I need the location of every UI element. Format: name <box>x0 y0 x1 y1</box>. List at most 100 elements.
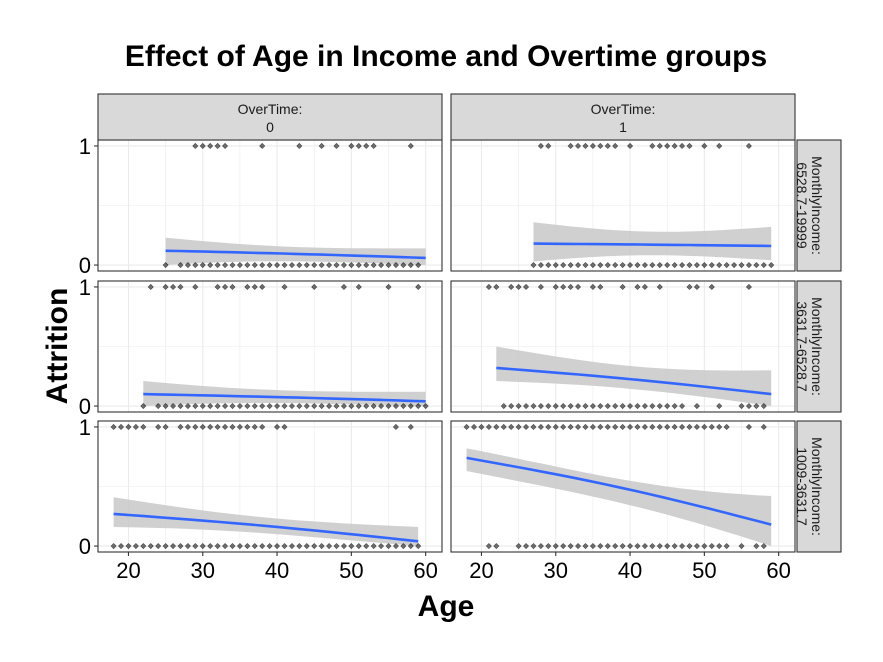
data-point <box>311 543 318 550</box>
facet-panel <box>450 280 796 413</box>
data-point <box>177 262 184 269</box>
data-point <box>266 262 273 269</box>
data-point <box>589 423 596 430</box>
data-point <box>155 423 162 430</box>
data-point <box>567 262 574 269</box>
data-point <box>567 283 574 290</box>
data-point <box>604 262 611 269</box>
data-point <box>274 262 281 269</box>
data-point <box>708 423 715 430</box>
data-point <box>207 423 214 430</box>
data-point <box>392 262 399 269</box>
data-point <box>192 142 199 149</box>
data-point <box>378 403 385 410</box>
data-point <box>266 543 273 550</box>
data-point <box>612 262 619 269</box>
data-point <box>641 543 648 550</box>
data-point <box>567 423 574 430</box>
smooth-fit-line <box>165 249 426 260</box>
data-point <box>552 543 559 550</box>
data-point <box>363 262 370 269</box>
data-point <box>244 543 251 550</box>
data-point <box>656 262 663 269</box>
data-point <box>207 543 214 550</box>
confidence-ribbon <box>533 222 772 262</box>
data-point <box>229 543 236 550</box>
data-point <box>296 262 303 269</box>
data-point <box>244 403 251 410</box>
data-point <box>333 262 340 269</box>
data-point <box>311 283 318 290</box>
data-point <box>701 423 708 430</box>
data-point <box>303 262 310 269</box>
data-point <box>355 262 362 269</box>
panel-border <box>450 280 796 413</box>
data-point <box>177 403 184 410</box>
y-axis-title: Attrition <box>41 288 74 405</box>
data-point <box>125 423 132 430</box>
strip-level: 1 <box>619 119 627 135</box>
data-point <box>199 403 206 410</box>
data-point <box>222 403 229 410</box>
data-point <box>199 543 206 550</box>
data-point <box>370 262 377 269</box>
data-point <box>530 262 537 269</box>
data-point <box>723 543 730 550</box>
data-point <box>326 543 333 550</box>
data-point <box>693 262 700 269</box>
data-point <box>664 423 671 430</box>
data-point <box>407 423 414 430</box>
confidence-ribbon <box>496 346 772 406</box>
facet-panel <box>450 139 796 272</box>
data-point <box>485 283 492 290</box>
data-point <box>552 262 559 269</box>
data-point <box>407 142 414 149</box>
data-point <box>471 423 478 430</box>
data-point <box>162 423 169 430</box>
data-point <box>378 543 385 550</box>
data-point <box>508 403 515 410</box>
data-point <box>296 403 303 410</box>
data-point <box>716 262 723 269</box>
data-point <box>385 543 392 550</box>
data-point <box>281 543 288 550</box>
data-point <box>604 142 611 149</box>
data-point <box>155 543 162 550</box>
data-point <box>604 423 611 430</box>
data-point <box>326 403 333 410</box>
data-point <box>530 423 537 430</box>
data-point <box>612 543 619 550</box>
data-point <box>385 283 392 290</box>
data-point <box>214 283 221 290</box>
data-point <box>552 283 559 290</box>
data-point <box>552 423 559 430</box>
data-point <box>422 403 429 410</box>
data-point <box>214 262 221 269</box>
data-point <box>340 262 347 269</box>
data-point <box>575 543 582 550</box>
strip-background <box>796 139 842 272</box>
data-point <box>415 262 422 269</box>
data-point <box>560 283 567 290</box>
data-point <box>731 262 738 269</box>
data-point <box>259 142 266 149</box>
data-point <box>400 403 407 410</box>
data-point <box>288 403 295 410</box>
facet-panel <box>97 420 443 553</box>
strip-background <box>796 280 842 413</box>
data-point <box>671 543 678 550</box>
data-point <box>229 262 236 269</box>
data-point <box>671 403 678 410</box>
smooth-fit-line <box>533 242 772 248</box>
data-point <box>132 423 139 430</box>
data-point <box>523 543 530 550</box>
data-point <box>281 262 288 269</box>
data-point <box>627 262 634 269</box>
data-point <box>745 403 752 410</box>
data-point <box>493 423 500 430</box>
data-point <box>664 262 671 269</box>
data-point <box>222 283 229 290</box>
data-point <box>340 283 347 290</box>
data-point <box>760 403 767 410</box>
data-point <box>686 283 693 290</box>
